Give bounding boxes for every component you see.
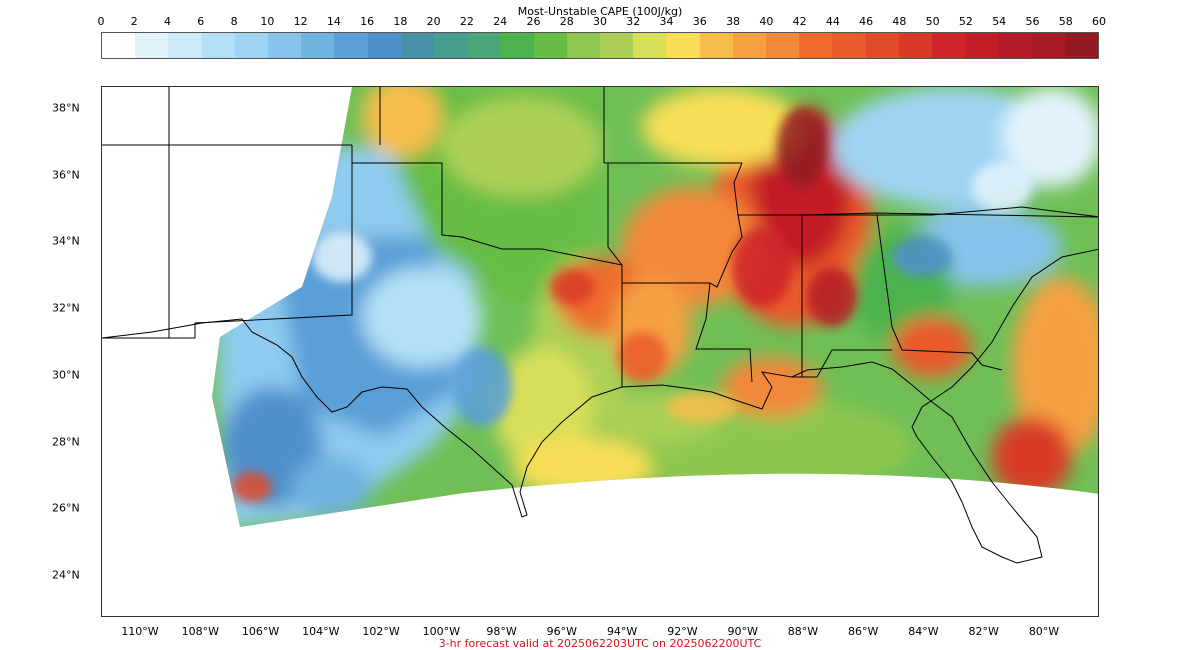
colorbar-swatch [1064,33,1099,58]
colorbar-swatch [334,33,368,58]
lon-label-82w: 82°W [968,625,999,638]
cape-field-map [102,87,1098,564]
colorbar-tick-label: 20 [426,15,441,28]
lat-label-36n: 36°N [52,168,80,182]
colorbar-tick-label: 34 [659,15,674,28]
colorbar-swatch [633,33,667,58]
lon-label-92w: 92°W [667,625,698,638]
colorbar-swatch [434,33,468,58]
colorbar-tick-label: 14 [326,15,341,28]
colorbar-swatch [102,33,136,58]
colorbar-swatch [766,33,800,58]
lat-label-38n: 38°N [52,101,80,115]
lon-label-94w: 94°W [606,625,638,638]
colorbar-swatch [467,33,501,58]
colorbar-tick-label: 0 [97,15,105,28]
colorbar-tick-label: 26 [526,15,541,28]
colorbar-swatch [799,33,833,58]
lat-label-30n: 30°N [52,368,80,382]
colorbar-tick-label: 50 [925,15,940,28]
lon-label-80w: 80°W [1028,625,1060,638]
colorbar-tick-label: 28 [559,15,574,28]
colorbar-tick-label: 16 [360,15,375,28]
colorbar-swatch [898,33,933,58]
colorbar-tick-label: 48 [892,15,907,28]
lat-label-26n: 26°N [52,501,80,515]
lon-label-90w: 90°W [727,625,758,638]
colorbar-tick-label: 54 [992,15,1007,28]
colorbar-tick-label: 22 [459,15,474,28]
colorbar-tick-label: 46 [859,15,874,28]
lon-label-98w: 98°W [486,625,517,638]
lat-label-28n: 28°N [52,435,80,449]
colorbar-swatch [998,33,1032,58]
colorbar-tick-label: 4 [164,15,172,28]
lon-label-102w: 102°W [362,625,400,638]
colorbar-swatch [234,33,269,58]
forecast-valid-caption: 3-hr forecast valid at 2025062203UTC on … [438,637,762,650]
colorbar-swatch [301,33,335,58]
state-boundaries [102,87,1098,387]
lon-label-106w: 106°W [241,625,280,638]
colorbar-tick-label: 52 [958,15,973,28]
colorbar-swatch [533,33,567,58]
colorbar-swatch [500,33,534,58]
colorbar-tick-label: 56 [1025,15,1040,28]
colorbar-tick-label: 38 [726,15,741,28]
colorbar-tick-label: 36 [692,15,707,28]
colorbar-tick-label: 10 [260,15,275,28]
lon-label-100w: 100°W [422,625,461,638]
colorbar-swatch [699,33,733,58]
colorbar-swatch [600,33,634,58]
colorbar-tick-label: 32 [626,15,641,28]
lon-label-84w: 84°W [908,625,939,638]
colorbar-tick-label: 6 [197,15,205,28]
lon-label-110w: 110°W [121,625,159,638]
colorbar-swatch [367,33,401,58]
colorbar-tick-row: 0 2 4 6 8 10 12 14 16 18 20 22 24 26 28 30 32 34 36 38 40 42 4… [0,15,1200,31]
colorbar-swatch [832,33,866,58]
lat-label-32n: 32°N [52,301,80,315]
lon-label-96w: 96°W [546,625,578,638]
colorbar-tick-label: 30 [593,15,607,28]
colorbar-tick-label: 12 [293,15,308,28]
colorbar [101,32,1099,59]
colorbar-tick-label: 40 [759,15,774,28]
colorbar-swatch [168,33,202,58]
lat-label-34n: 34°N [52,234,80,248]
colorbar-swatch [732,33,767,58]
colorbar-tick-label: 8 [230,15,238,28]
colorbar-tick-label: 42 [792,15,807,28]
colorbar-swatch [865,33,899,58]
colorbar-swatch [135,33,169,58]
colorbar-tick-label: 60 [1092,15,1106,28]
colorbar-tick-label: 24 [493,15,508,28]
colorbar-swatch [1031,33,1065,58]
lon-label-104w: 104°W [302,625,340,638]
colorbar-swatch [268,33,302,58]
colorbar-swatch [965,33,999,58]
colorbar-swatch [566,33,601,58]
colorbar-swatch [400,33,435,58]
colorbar-swatch [201,33,235,58]
colorbar-tick-label: 44 [825,15,840,28]
lon-label-88w: 88°W [787,625,819,638]
colorbar-swatch [932,33,966,58]
colorbar-tick-label: 2 [130,15,138,28]
lat-label-24n: 24°N [52,568,80,582]
colorbar-swatch [666,33,700,58]
lon-label-86w: 86°W [848,625,879,638]
map-panel [101,86,1099,617]
colorbar-tick-label: 18 [393,15,408,28]
colorbar-title: Most-Unstable CAPE (100J/kg) [517,5,683,18]
lon-label-108w: 108°W [181,625,219,638]
coastline [102,248,1098,564]
colorbar-tick-label: 58 [1058,15,1073,28]
